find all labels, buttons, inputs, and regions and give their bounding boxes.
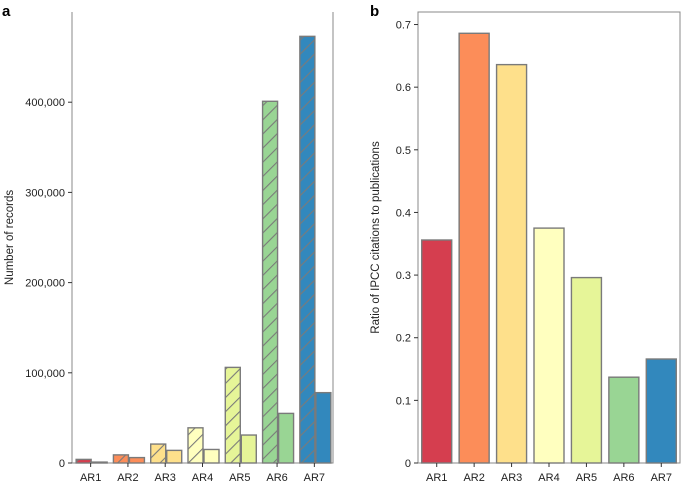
panel-a-x-axis: AR1 AR2 AR3 AR4 AR5 AR6 AR7: [80, 463, 325, 484]
bar-hatch-overlay-ar5: [225, 367, 241, 463]
x-tick-label-ar6: AR6: [266, 472, 287, 484]
bar-ar2: [458, 32, 490, 464]
bar-hatch-overlay-ar1: [76, 459, 92, 463]
bar-ar1: [421, 239, 453, 464]
x-tick-label-ar7: AR7: [304, 472, 325, 484]
bar-hatch-overlay-ar3: [150, 444, 166, 463]
x-tick-label-ar5: AR5: [229, 472, 250, 484]
x-tick-label-ar4: AR4: [538, 472, 559, 484]
y-tick-label: 200,000: [25, 278, 65, 290]
bar-hatch-overlay-ar7: [299, 36, 315, 463]
panel-a-y-axis: 0 100,000 200,000 300,000 400,000: [25, 97, 72, 470]
x-tick-label-ar4: AR4: [192, 472, 213, 484]
y-tick-label: 0.6: [396, 82, 411, 94]
bar-ar3: [495, 63, 528, 464]
panel-b: b 0 0.1 0.2 0.3 0.4 0.5 0.6 0.7 AR1 AR2 AR3 AR4 AR5…: [370, 3, 681, 484]
y-tick-label: 300,000: [25, 187, 65, 199]
y-tick-label: 0.2: [396, 333, 411, 345]
y-tick-label: 0.4: [396, 207, 411, 219]
panel-b-x-axis: AR1 AR2 AR3 AR4 AR5 AR6 AR7: [426, 463, 672, 484]
bar-solid-ar3: [166, 449, 183, 464]
bar-solid-ar4: [203, 448, 220, 464]
panel-b-y-axis-label: Ratio of IPCC citations to publications: [370, 141, 382, 334]
bar-solid-ar5: [240, 434, 257, 464]
x-tick-label-ar1: AR1: [80, 472, 101, 484]
x-tick-label-ar2: AR2: [463, 472, 484, 484]
x-tick-label-ar1: AR1: [426, 472, 447, 484]
panel-a-frame: [71, 12, 334, 464]
y-tick-label: 100,000: [25, 368, 65, 380]
panel-a-y-axis-label: Number of records: [4, 190, 16, 285]
panel-a-letter: a: [2, 3, 11, 20]
bar-hatch-overlay-ar6: [262, 101, 278, 463]
x-tick-label-ar2: AR2: [117, 472, 138, 484]
x-tick-label-ar7: AR7: [651, 472, 672, 484]
y-tick-label: 0: [405, 458, 411, 470]
bar-solid-ar2: [128, 456, 146, 464]
bar-ar5: [570, 276, 603, 464]
bar-solid-ar6: [277, 412, 295, 464]
bar-ar6: [608, 376, 640, 464]
bar-hatch-overlay-ar4: [188, 427, 203, 463]
x-tick-label-ar5: AR5: [576, 472, 597, 484]
x-tick-label-ar3: AR3: [501, 472, 522, 484]
y-tick-label: 0.7: [396, 20, 411, 32]
y-tick-label: 0: [59, 458, 65, 470]
bar-ar7: [645, 358, 677, 464]
y-tick-label: 0.1: [396, 395, 411, 407]
bar-hatch-overlay-ar2: [113, 454, 129, 463]
panel-b-bars: [421, 32, 677, 464]
bar-solid-ar7: [315, 391, 332, 464]
x-tick-label-ar3: AR3: [155, 472, 176, 484]
y-tick-label: 400,000: [25, 97, 65, 109]
bar-ar4: [533, 227, 565, 464]
panel-a-axes-frame: [71, 12, 334, 464]
y-tick-label: 0.3: [396, 270, 411, 282]
panel-b-letter: b: [370, 3, 379, 20]
bar-solid-ar1: [91, 461, 108, 464]
panel-a-bars: [75, 35, 332, 464]
panel-b-y-axis: 0 0.1 0.2 0.3 0.4 0.5 0.6 0.7: [396, 20, 418, 470]
x-tick-label-ar6: AR6: [613, 472, 634, 484]
y-tick-label: 0.5: [396, 145, 411, 157]
